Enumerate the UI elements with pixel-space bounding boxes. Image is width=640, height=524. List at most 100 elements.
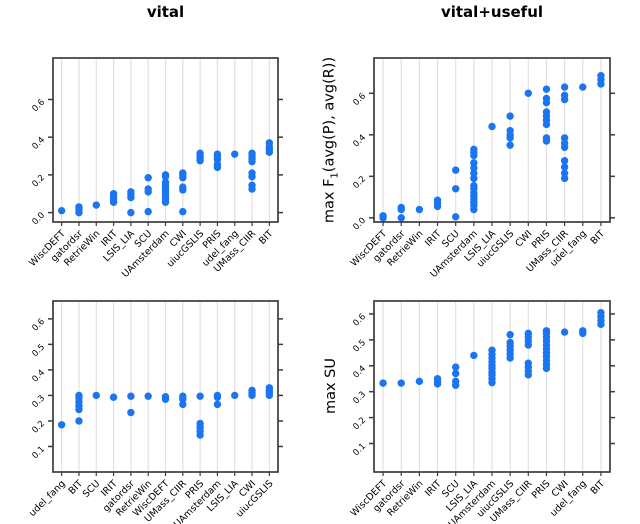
- data-point: [451, 213, 460, 221]
- data-point: [127, 208, 135, 217]
- x-category-label: BIT: [589, 478, 608, 497]
- data-point: [265, 384, 274, 392]
- x-category-label: CWI: [513, 228, 534, 249]
- data-point: [542, 134, 551, 142]
- y-tick-label: 0.2: [351, 174, 368, 191]
- x-category-label: PRIS: [530, 478, 553, 501]
- data-point: [506, 338, 514, 347]
- chart-title-vital: vital: [146, 3, 185, 21]
- data-point: [470, 159, 478, 167]
- data-point: [451, 377, 460, 386]
- data-point: [470, 174, 478, 183]
- data-point: [379, 379, 387, 387]
- data-point: [75, 391, 83, 400]
- data-point: [560, 91, 569, 100]
- data-point: [196, 419, 204, 428]
- data-point: [109, 393, 118, 401]
- y-tick-label: 0.2: [30, 419, 47, 436]
- data-point: [506, 112, 514, 120]
- data-point: [579, 327, 587, 335]
- data-point: [92, 201, 100, 209]
- y-tick-label: 0.0: [30, 211, 47, 228]
- data-point: [127, 408, 135, 417]
- data-point: [470, 169, 478, 177]
- data-point: [470, 181, 478, 190]
- data-point: [196, 149, 204, 157]
- data-point: [451, 363, 460, 371]
- data-point: [57, 206, 66, 215]
- y-tick-label: 0.3: [30, 393, 47, 410]
- x-category-label: udel_fang: [27, 478, 68, 519]
- data-point: [470, 145, 478, 154]
- data-point: [597, 308, 605, 317]
- y-tick-label: 0.1: [351, 442, 368, 459]
- data-point: [488, 346, 496, 354]
- data-point: [248, 149, 256, 157]
- y-tick-label: 0.2: [351, 416, 368, 433]
- data-point: [213, 391, 222, 400]
- data-point: [75, 203, 83, 211]
- data-point: [161, 178, 170, 187]
- data-point: [265, 139, 274, 147]
- data-point: [542, 108, 551, 116]
- data-point: [506, 126, 514, 135]
- data-point: [248, 386, 256, 395]
- data-point: [248, 169, 256, 177]
- data-point: [488, 122, 496, 131]
- data-point: [433, 196, 442, 204]
- data-point: [470, 164, 478, 172]
- y-tick-label: 0.4: [351, 133, 368, 150]
- data-point: [506, 141, 514, 149]
- data-point: [397, 379, 405, 387]
- y-tick-label: 0.4: [30, 135, 47, 152]
- data-point: [470, 351, 478, 360]
- data-point: [415, 377, 424, 386]
- y-axis-label-max-su: max SU: [323, 357, 339, 415]
- data-point: [57, 421, 66, 429]
- y-tick-label: 0.3: [351, 390, 368, 407]
- y-tick-label: 0.6: [351, 312, 368, 329]
- y-tick-label: 0.6: [351, 91, 368, 108]
- data-point: [248, 181, 256, 189]
- data-point: [127, 188, 135, 196]
- y-tick-label: 0.2: [30, 173, 47, 190]
- y-tick-label: 0.0: [351, 216, 368, 233]
- data-point: [524, 329, 533, 338]
- y-axis-label-subscript: 1: [329, 172, 341, 179]
- data-point: [451, 369, 460, 378]
- data-point: [524, 359, 533, 367]
- data-point: [397, 214, 405, 222]
- data-point: [179, 207, 187, 216]
- data-point: [542, 94, 551, 103]
- data-point: [231, 150, 239, 158]
- data-point: [524, 89, 533, 97]
- data-point: [144, 174, 152, 182]
- data-point: [451, 166, 460, 174]
- data-point: [560, 139, 569, 147]
- x-category-label: IRIT: [423, 228, 444, 249]
- data-point: [415, 205, 424, 214]
- data-point: [597, 71, 605, 80]
- data-point: [144, 207, 152, 216]
- data-point: [231, 391, 239, 400]
- y-tick-label: 0.6: [30, 317, 47, 334]
- chart-title-vital-useful: vital+useful: [440, 3, 544, 21]
- x-category-label: BIT: [589, 228, 608, 247]
- x-category-label: IRIT: [423, 478, 444, 499]
- data-point: [161, 171, 170, 179]
- y-tick-label: 0.1: [30, 445, 47, 462]
- data-point: [542, 327, 551, 335]
- data-point: [213, 150, 222, 158]
- data-point: [127, 392, 135, 400]
- data-point: [109, 190, 118, 198]
- data-point: [560, 157, 569, 165]
- y-tick-label: 0.6: [30, 98, 47, 115]
- data-point: [75, 417, 83, 425]
- data-point: [560, 134, 569, 142]
- y-axis-label-max-f1: max F1(avg(P), avg(R)): [322, 57, 341, 223]
- data-point: [560, 174, 569, 183]
- data-point: [560, 328, 569, 336]
- data-point: [579, 83, 587, 91]
